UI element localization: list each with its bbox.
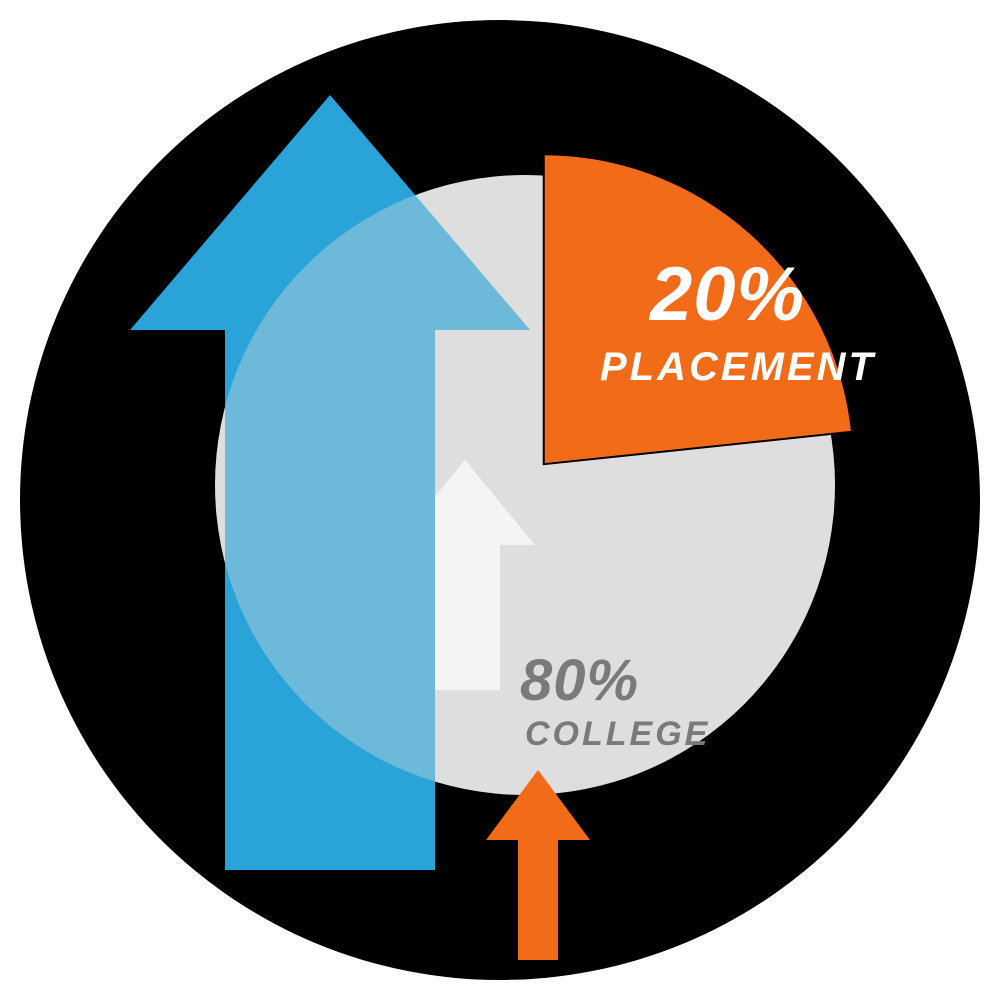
infographic-stage: 20% PLACEMENT 80% COLLEGE: [0, 0, 1000, 1000]
placement-percent: 20%: [648, 252, 805, 337]
college-label: COLLEGE: [525, 715, 710, 753]
college-percent: 80%: [520, 648, 639, 713]
placement-label: PLACEMENT: [600, 345, 876, 389]
